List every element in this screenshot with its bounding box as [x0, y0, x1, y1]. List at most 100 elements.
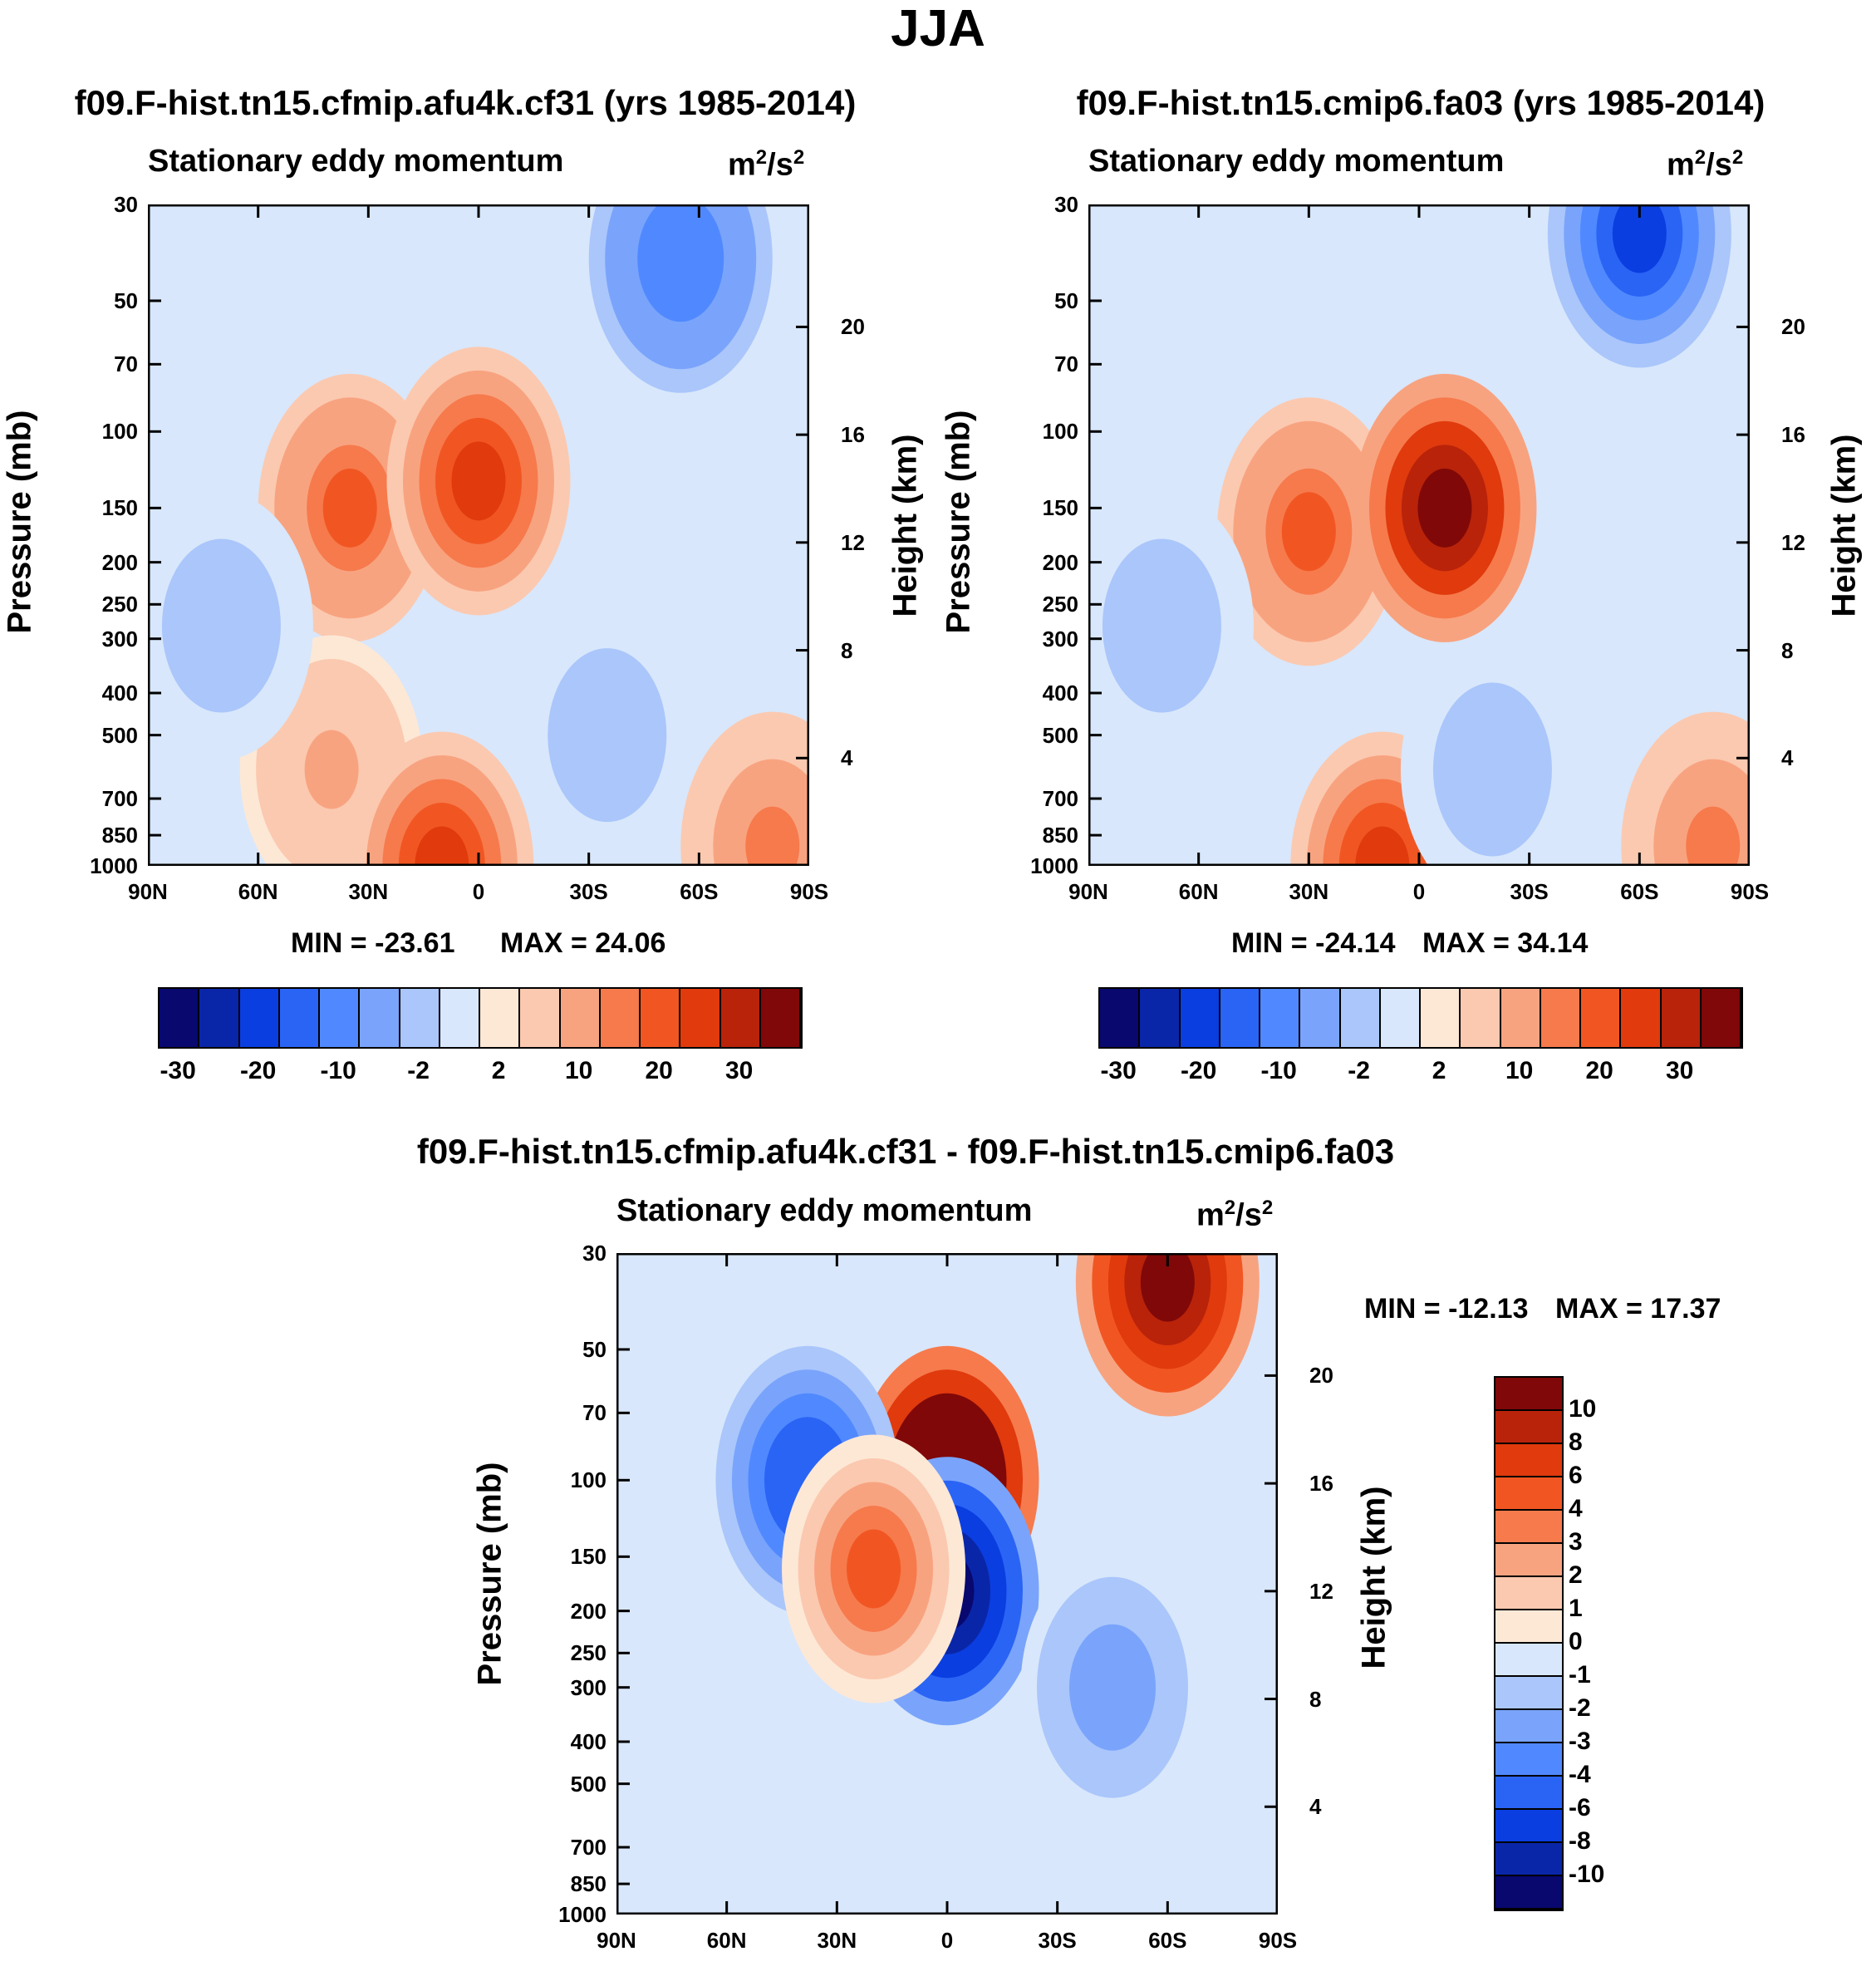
x-tick-label: 90N: [128, 879, 168, 904]
y-right-tick-label: 4: [1781, 745, 1794, 771]
colorbar-swatch: [680, 989, 721, 1047]
colorbar-swatch: [1500, 989, 1541, 1047]
colorbar-label: -20: [1180, 1057, 1217, 1084]
y-tick-label: 50: [582, 1336, 607, 1362]
y-tick-label: 50: [1054, 288, 1078, 313]
colorbar-label: 20: [645, 1057, 673, 1084]
contour-feature-5-level-4: [1085, 1648, 1140, 1728]
y-tick-label: 70: [1054, 351, 1078, 377]
y-right-tick-label: 4: [1309, 1794, 1322, 1820]
panel2-colorbar: [1098, 987, 1743, 1049]
colorbar-swatch: [440, 989, 480, 1047]
contour-feature-5-level-4: [1134, 586, 1189, 666]
contour-feature-4-level-4: [653, 219, 708, 298]
colorbar-label: -30: [1100, 1057, 1137, 1084]
colorbar-swatch: [1300, 989, 1341, 1047]
x-tick-label: 30S: [569, 879, 608, 904]
panel3-plot: [616, 1253, 1278, 1915]
x-tick-label: 30S: [1510, 879, 1549, 904]
y-tick-label: 1000: [558, 1902, 607, 1927]
panel3-units: m2/s2: [1196, 1197, 1274, 1233]
y-tick-label: 400: [101, 680, 138, 705]
colorbar-swatch: [1495, 1876, 1562, 1910]
colorbar-swatch: [1581, 989, 1622, 1047]
colorbar-swatch: [1340, 989, 1381, 1047]
y-tick-label: 200: [570, 1598, 607, 1624]
x-tick-label: 60S: [1148, 1928, 1187, 1953]
contour-feature-0-level-4: [322, 468, 377, 548]
y-tick-label: 250: [101, 592, 138, 617]
x-tick-label: 90S: [789, 879, 829, 904]
y-right-tick-label: 8: [1781, 637, 1794, 663]
colorbar-label: -2: [1348, 1057, 1370, 1084]
colorbar-swatch: [199, 989, 240, 1047]
colorbar-label: 30: [1665, 1057, 1694, 1084]
y-tick-label: 150: [101, 495, 138, 521]
y-tick-label: 700: [101, 786, 138, 812]
colorbar-label: 8: [1569, 1428, 1583, 1456]
y-tick-label: 700: [1042, 786, 1078, 812]
colorbar-swatch: [1495, 1477, 1562, 1511]
y-tick-label: 150: [1042, 495, 1078, 521]
colorbar-swatch: [1495, 1511, 1562, 1544]
x-tick-label: 0: [472, 879, 485, 904]
colorbar-label: 30: [724, 1057, 754, 1084]
colorbar-swatch: [1495, 1644, 1562, 1677]
colorbar-label: -10: [1260, 1057, 1297, 1084]
colorbar-label: 10: [1505, 1057, 1534, 1084]
colorbar-swatch: [1180, 989, 1220, 1047]
panel3-title: f09.F-hist.tn15.cfmip.afu4k.cf31 - f09.F…: [416, 1132, 1395, 1171]
contour-feature-1-level-4: [1417, 468, 1472, 548]
colorbar-label: 3: [1569, 1528, 1583, 1556]
colorbar-swatch: [560, 989, 601, 1047]
y-right-tick-label: 4: [841, 745, 853, 771]
panel2-units: m2/s2: [1667, 146, 1744, 183]
contour-feature-7-level-4: [745, 806, 800, 866]
colorbar-swatch: [1495, 1677, 1562, 1710]
panel3-ylabel: Pressure (mb): [471, 1462, 508, 1686]
colorbar-label: 1: [1569, 1595, 1583, 1622]
panel3-min: MIN = -12.13: [1364, 1293, 1529, 1325]
colorbar-swatch: [480, 989, 521, 1047]
y-tick-label: 100: [1042, 419, 1078, 445]
y-tick-label: 400: [570, 1728, 607, 1754]
contour-feature-5-level-4: [580, 696, 635, 775]
y-tick-label: 70: [582, 1400, 607, 1426]
y-right-tick-label: 12: [1309, 1578, 1333, 1604]
contour-feature-6-level-4: [1686, 806, 1741, 866]
colorbar-swatch: [1380, 989, 1421, 1047]
contour-feature-3-level-4: [415, 826, 469, 866]
x-tick-label: 30N: [1289, 879, 1329, 904]
colorbar-label: -1: [1569, 1661, 1591, 1689]
y-tick-label: 100: [101, 419, 138, 445]
panel1-plot: [148, 204, 809, 866]
y-tick-label: 850: [101, 823, 138, 848]
contour-feature-4-level-4: [1465, 730, 1520, 809]
x-tick-label: 60S: [680, 879, 719, 904]
x-tick-label: 90S: [1730, 879, 1770, 904]
contour-feature-0-level-4: [1281, 492, 1336, 572]
y-tick-label: 100: [570, 1467, 607, 1493]
colorbar-swatch: [1140, 989, 1181, 1047]
panel2-subtitle: Stationary eddy momentum: [1088, 144, 1505, 179]
colorbar-swatch: [1495, 1777, 1562, 1810]
x-tick-label: 0: [940, 1928, 954, 1953]
main-title: JJA: [891, 0, 985, 57]
colorbar-label: 10: [564, 1057, 593, 1084]
y-tick-label: 500: [101, 722, 138, 748]
colorbar-label: -6: [1569, 1794, 1591, 1821]
colorbar-swatch: [1495, 1743, 1562, 1777]
y-right-tick-label: 8: [1309, 1686, 1322, 1712]
colorbar-swatch: [1495, 1610, 1562, 1644]
colorbar-swatch: [720, 989, 761, 1047]
colorbar-swatch: [641, 989, 681, 1047]
y-right-tick-label: 16: [1309, 1471, 1333, 1497]
y-tick-label: 500: [570, 1771, 607, 1797]
y-tick-label: 30: [1054, 192, 1078, 217]
colorbar-swatch: [1495, 1710, 1562, 1743]
y-tick-label: 400: [1042, 680, 1078, 705]
colorbar-swatch: [1495, 1544, 1562, 1577]
y-right-tick-label: 16: [841, 422, 865, 448]
colorbar-swatch: [1495, 1411, 1562, 1444]
y-right-tick-label: 20: [1781, 314, 1805, 340]
